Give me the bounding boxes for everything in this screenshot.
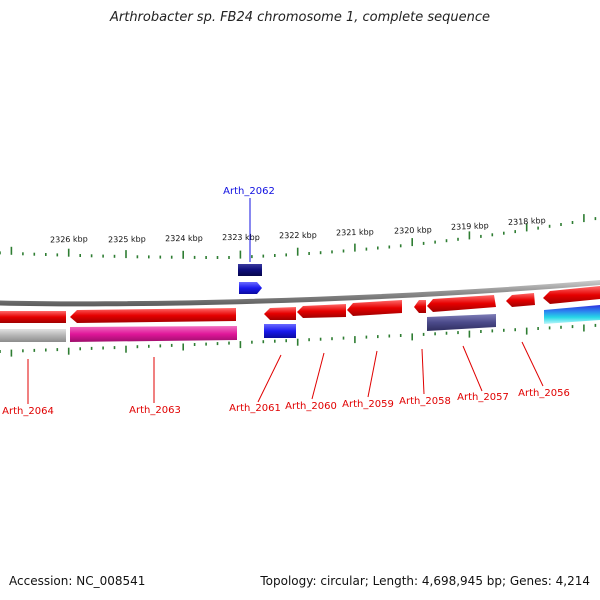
ruler-label: 2323 kbp bbox=[222, 233, 260, 242]
gene-arrow-arth-2057[interactable] bbox=[427, 295, 496, 312]
gene-block-navy bbox=[238, 264, 262, 276]
category-block-blue bbox=[264, 324, 296, 338]
gene-label-arth-2060[interactable]: Arth_2060 bbox=[285, 401, 337, 412]
gene-label-arth-2058[interactable]: Arth_2058 bbox=[399, 396, 451, 407]
ruler-label: 2321 kbp bbox=[336, 228, 374, 238]
ruler-ticks-outer bbox=[0, 214, 597, 259]
gene-arrow-arth-2061[interactable] bbox=[264, 307, 296, 320]
ruler-label: 2325 kbp bbox=[108, 235, 146, 245]
gene-arrow-arth-2058[interactable] bbox=[414, 300, 426, 313]
gene-arrow-arth-2059[interactable] bbox=[347, 300, 402, 316]
ruler-label: 2322 kbp bbox=[279, 231, 317, 241]
gene-labels: Arth_2062 Arth_2064 Arth_2063 Arth_2061 … bbox=[2, 186, 570, 417]
feature-row-category bbox=[0, 305, 600, 342]
gene-arrow-arth-2062[interactable] bbox=[239, 282, 262, 294]
ruler-label: 2320 kbp bbox=[394, 225, 432, 235]
ruler-label: 2326 kbp bbox=[50, 234, 88, 244]
gene-arrow-arth-2056[interactable] bbox=[506, 293, 535, 307]
label-leaders bbox=[27, 198, 544, 404]
gene-label-arth-2059[interactable]: Arth_2059 bbox=[342, 399, 394, 410]
category-block-cyan bbox=[544, 305, 600, 324]
category-block-magenta bbox=[70, 326, 237, 342]
topology-text: Topology: circular; Length: 4,698,945 bp… bbox=[260, 574, 590, 588]
gene-arrow-next[interactable] bbox=[543, 286, 600, 304]
gene-label-arth-2062[interactable]: Arth_2062 bbox=[223, 186, 275, 197]
ruler-label: 2319 kbp bbox=[451, 221, 489, 232]
ruler-label: 2318 kbp bbox=[508, 216, 546, 227]
gene-arrow-arth-2064[interactable] bbox=[0, 311, 66, 323]
category-block-gray bbox=[0, 329, 66, 342]
map-title: Arthrobacter sp. FB24 chromosome 1, comp… bbox=[109, 10, 491, 25]
ruler-ticks-inner bbox=[0, 323, 597, 357]
gene-arrow-arth-2060[interactable] bbox=[297, 304, 346, 318]
gene-label-arth-2064[interactable]: Arth_2064 bbox=[2, 406, 54, 417]
genome-backbone bbox=[0, 280, 600, 307]
ruler-label: 2324 kbp bbox=[165, 234, 203, 243]
category-block-slate bbox=[427, 314, 496, 331]
feature-row-cds bbox=[0, 286, 600, 323]
accession-text: Accession: NC_008541 bbox=[9, 574, 146, 588]
gene-label-arth-2061[interactable]: Arth_2061 bbox=[229, 403, 281, 414]
gene-arrow-arth-2063[interactable] bbox=[70, 308, 236, 323]
ruler-labels: 2326 kbp 2325 kbp 2324 kbp 2323 kbp 2322… bbox=[50, 216, 546, 245]
gene-label-arth-2057[interactable]: Arth_2057 bbox=[457, 392, 509, 403]
feature-row-outer bbox=[238, 264, 262, 294]
gene-label-arth-2063[interactable]: Arth_2063 bbox=[129, 405, 181, 416]
gene-label-arth-2056[interactable]: Arth_2056 bbox=[518, 388, 570, 399]
